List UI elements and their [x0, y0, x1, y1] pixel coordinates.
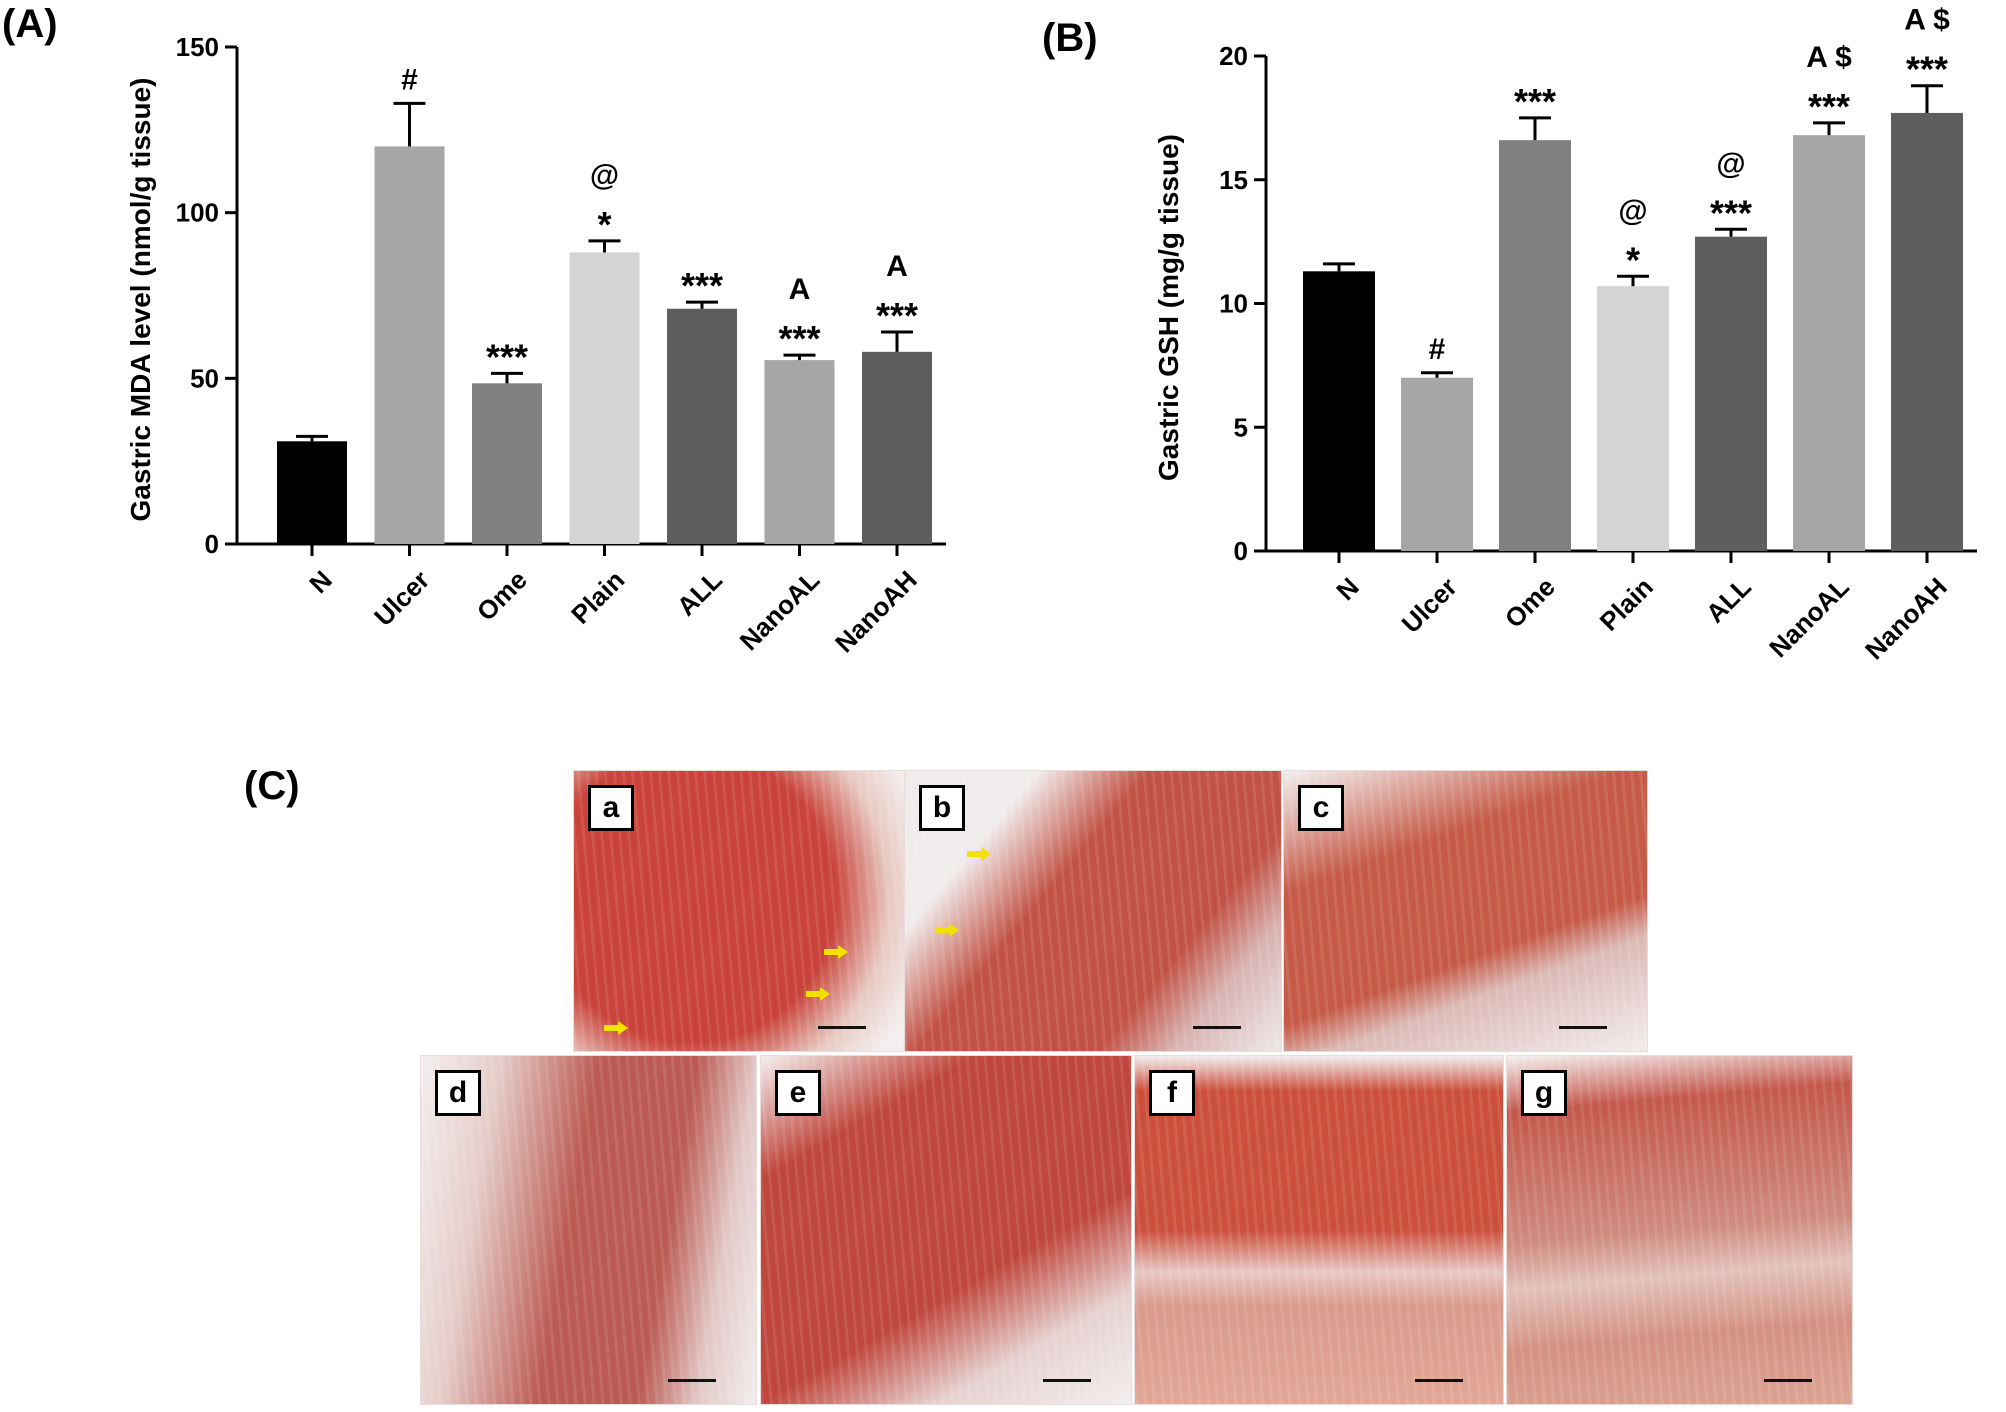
x-tick-label: ALL [671, 565, 728, 622]
scale-bar [1559, 1026, 1607, 1029]
lesion-arrow-icon [604, 1021, 628, 1035]
bar-plain [569, 252, 640, 544]
x-tick-label: Plain [565, 565, 630, 630]
y-tick-label: 100 [176, 198, 219, 228]
micrograph-e: e [760, 1055, 1132, 1405]
bar-nanoah [1891, 112, 1963, 552]
bar-plain [1597, 286, 1669, 551]
scale-bar [1043, 1379, 1091, 1382]
scale-bar [1764, 1379, 1812, 1382]
scale-bar [818, 1026, 866, 1029]
y-axis-label: Gastric GSH (mg/g tissue) [1153, 134, 1184, 481]
lesion-arrow-icon [824, 945, 848, 959]
significance-label: # [401, 63, 418, 96]
micrograph-b: b [904, 770, 1282, 1052]
x-tick-label: Plain [1594, 572, 1659, 637]
significance-label: @ [590, 159, 619, 192]
y-tick-label: 0 [205, 529, 219, 559]
micrograph-a: a [573, 770, 907, 1052]
y-axis-label: Gastric MDA level (nmol/g tissue) [125, 78, 156, 522]
scale-bar [668, 1379, 716, 1382]
y-tick-label: 20 [1219, 41, 1248, 71]
x-tick-label: Ome [1499, 572, 1561, 634]
significance-label: *** [1710, 192, 1752, 233]
significance-label: * [597, 204, 611, 245]
significance-label: *** [876, 295, 918, 336]
bar-n [1303, 271, 1375, 551]
lesion-arrow-icon [935, 923, 959, 937]
significance-label: *** [1906, 49, 1948, 90]
micrograph-d: d [420, 1055, 757, 1405]
gsh-bar-chart: 0 5 10 15 20 Gastric GSH (mg/g tissue) N Ulcer #… [1153, 4, 1977, 666]
micrograph-letter-b: b [919, 785, 965, 831]
bar-ome [472, 383, 542, 544]
bar-all [1695, 236, 1767, 552]
significance-label: @ [1716, 147, 1745, 180]
lesion-arrow-icon [967, 847, 991, 861]
micrograph-letter-d: d [435, 1070, 481, 1116]
x-tick-label: NanoAL [1763, 572, 1855, 664]
significance-label: *** [681, 265, 723, 306]
bar-nanoal [764, 360, 835, 544]
x-tick-label: Ulcer [1396, 572, 1463, 639]
y-tick-label: 50 [190, 363, 219, 393]
histology-panel: a b c d e f g [0, 720, 2006, 1412]
scale-bar [1415, 1379, 1463, 1382]
x-tick-label: NanoAH [1859, 572, 1953, 666]
bar-nanoah [862, 351, 932, 544]
x-tick-label: Ulcer [368, 565, 435, 632]
x-tick-label: N [1330, 572, 1364, 606]
y-tick-label: 5 [1234, 412, 1248, 442]
micrograph-f: f [1134, 1055, 1504, 1405]
significance-label: # [1429, 333, 1446, 366]
scale-bar [1193, 1026, 1241, 1029]
significance-label: A $ [1806, 41, 1852, 74]
y-tick-label: 150 [176, 32, 219, 62]
micrograph-letter-e: e [775, 1070, 821, 1116]
bar-ulcer [1401, 377, 1473, 551]
panel-label-c: (C) [244, 764, 300, 808]
significance-label: *** [486, 336, 528, 377]
significance-label: @ [1618, 194, 1647, 227]
significance-label: A $ [1904, 4, 1950, 37]
x-tick-label: NanoAH [829, 565, 923, 659]
panel-label-a: (A) [2, 2, 58, 46]
significance-label: A [789, 273, 811, 306]
significance-label: A [886, 250, 908, 283]
x-tick-label: Ome [471, 565, 533, 627]
x-tick-label: N [303, 565, 337, 599]
bar-n [277, 441, 347, 544]
bar-ome [1499, 140, 1571, 551]
x-tick-label: ALL [1700, 572, 1757, 629]
x-tick-label: NanoAL [734, 565, 826, 657]
significance-label: *** [1514, 81, 1556, 122]
micrograph-letter-g: g [1521, 1070, 1567, 1116]
micrograph-c: c [1283, 770, 1648, 1052]
micrograph-g: g [1506, 1055, 1853, 1405]
significance-label: *** [778, 318, 820, 359]
bar-all [667, 308, 737, 544]
significance-label: * [1626, 239, 1640, 280]
bar-nanoal [1793, 135, 1865, 551]
micrograph-letter-a: a [588, 785, 634, 831]
panel-label-b: (B) [1042, 16, 1098, 60]
y-tick-label: 15 [1219, 165, 1248, 195]
significance-label: *** [1808, 86, 1850, 127]
bar-ulcer [374, 146, 445, 544]
y-tick-label: 0 [1234, 536, 1248, 566]
y-tick-label: 10 [1219, 289, 1248, 319]
micrograph-letter-c: c [1298, 785, 1344, 831]
micrograph-letter-f: f [1149, 1070, 1195, 1116]
mda-bar-chart: 0 50 100 150 Gastric MDA level (nmol/g tissu… [125, 32, 946, 659]
lesion-arrow-icon [806, 987, 830, 1001]
